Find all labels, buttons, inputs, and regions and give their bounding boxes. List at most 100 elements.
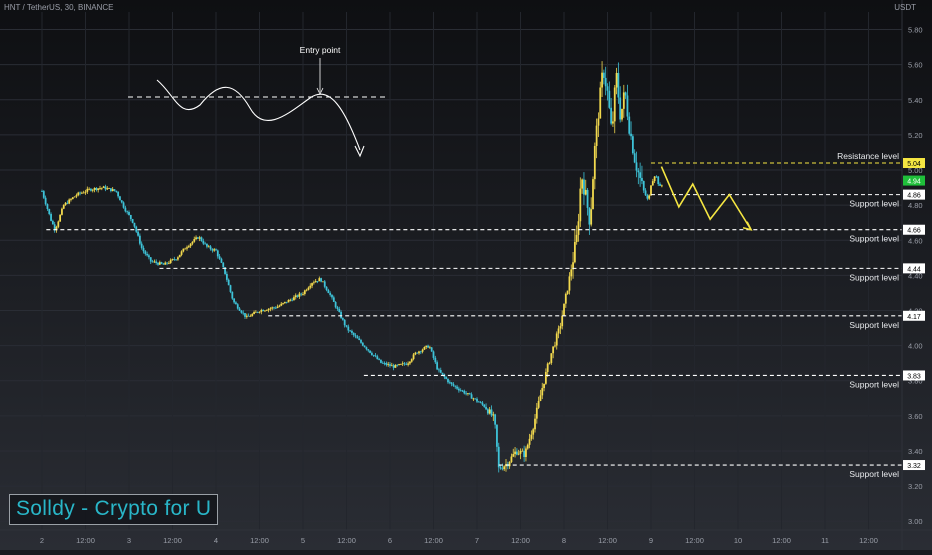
candle-body bbox=[450, 382, 453, 385]
candle-body bbox=[131, 219, 134, 223]
resistance-label: Resistance level bbox=[837, 151, 899, 161]
price-axis-unit: USDT bbox=[894, 3, 916, 12]
candle-body bbox=[48, 208, 51, 215]
y-tick-label: 5.00 bbox=[908, 166, 923, 175]
candle-body bbox=[186, 247, 188, 249]
candle-body bbox=[639, 172, 642, 178]
candle-body bbox=[73, 196, 76, 198]
price-tag-box bbox=[903, 224, 925, 235]
candle-body bbox=[320, 278, 323, 282]
candle-body bbox=[595, 125, 598, 146]
candle-body bbox=[503, 466, 506, 470]
candle-body bbox=[630, 133, 632, 137]
x-tick-label: 12:00 bbox=[163, 536, 182, 545]
candle-body bbox=[305, 289, 308, 291]
candle-body bbox=[274, 307, 277, 309]
price-tag-value: 3.83 bbox=[907, 373, 921, 380]
candle-body bbox=[604, 77, 607, 87]
candle-body bbox=[423, 346, 426, 350]
candle-body bbox=[153, 261, 156, 263]
candle-body bbox=[555, 333, 558, 346]
candle-body bbox=[109, 188, 112, 192]
candle-body bbox=[44, 197, 47, 205]
candle-body bbox=[457, 388, 460, 391]
y-tick-label: 5.80 bbox=[908, 26, 923, 35]
candle-body bbox=[46, 204, 49, 209]
candle-body bbox=[68, 199, 71, 204]
candle-body bbox=[418, 351, 420, 354]
candle-body bbox=[564, 293, 567, 304]
candle-body bbox=[164, 262, 167, 265]
candle-body bbox=[273, 307, 275, 309]
candle-body bbox=[409, 361, 411, 364]
candle-body bbox=[646, 195, 649, 199]
chart-symbol-header: HNT / TetherUS, 30, BINANCE bbox=[4, 3, 114, 12]
candle-body bbox=[95, 187, 98, 191]
candle-body bbox=[593, 145, 596, 180]
candle-body bbox=[601, 72, 603, 88]
candle-body bbox=[104, 186, 107, 190]
candle-body bbox=[151, 261, 154, 263]
candle-body bbox=[535, 407, 538, 419]
candle-body bbox=[193, 239, 196, 242]
candle-body bbox=[269, 308, 272, 310]
candle-body bbox=[202, 240, 205, 244]
candle-body bbox=[144, 251, 147, 254]
candle-body bbox=[216, 250, 219, 257]
support-label: Support level bbox=[849, 234, 899, 244]
candle-body bbox=[416, 352, 419, 354]
candle-body bbox=[258, 311, 261, 313]
candle-body bbox=[323, 281, 326, 287]
candle-body bbox=[403, 363, 406, 365]
candle-body bbox=[303, 290, 306, 294]
candle-body bbox=[358, 338, 361, 340]
candle-body bbox=[515, 451, 518, 455]
candle-body bbox=[209, 246, 212, 250]
x-tick-label: 12:00 bbox=[685, 536, 704, 545]
candle-body bbox=[380, 359, 382, 363]
candle-body bbox=[166, 262, 168, 264]
candle-body bbox=[340, 311, 342, 319]
candle-body bbox=[289, 299, 292, 301]
candle-body bbox=[427, 345, 429, 348]
candle-body bbox=[191, 241, 194, 244]
candle-body bbox=[519, 451, 522, 454]
candle-body bbox=[492, 414, 495, 416]
candle-body bbox=[173, 259, 176, 260]
candle-body bbox=[198, 237, 201, 239]
candle-body bbox=[541, 388, 544, 396]
candle-body bbox=[548, 362, 551, 364]
candle-body bbox=[387, 364, 390, 366]
candle-body bbox=[481, 402, 484, 405]
x-tick-label: 12:00 bbox=[250, 536, 269, 545]
candle-body bbox=[508, 461, 511, 467]
candle-body bbox=[102, 186, 105, 188]
candle-body bbox=[264, 310, 266, 312]
candle-body bbox=[146, 253, 149, 256]
candle-body bbox=[557, 328, 560, 334]
candle-body bbox=[622, 92, 625, 109]
candle-body bbox=[251, 313, 254, 316]
y-tick-label: 3.40 bbox=[908, 447, 923, 456]
candle-body bbox=[394, 364, 397, 368]
candle-body bbox=[486, 409, 489, 414]
candle-body bbox=[293, 297, 295, 301]
candle-body bbox=[51, 220, 54, 225]
candle-body bbox=[467, 393, 469, 395]
brand-watermark: Solldy - Crypto for U bbox=[9, 494, 219, 525]
candle-body bbox=[242, 312, 245, 314]
candle-body bbox=[211, 249, 214, 251]
candle-body bbox=[106, 188, 109, 190]
candle-body bbox=[552, 346, 555, 354]
candle-body bbox=[88, 188, 91, 190]
candle-body bbox=[84, 191, 87, 193]
x-tick-label: 7 bbox=[475, 536, 479, 545]
candle-body bbox=[82, 192, 85, 194]
candle-body bbox=[477, 401, 480, 403]
x-tick-label: 12:00 bbox=[76, 536, 95, 545]
candle-body bbox=[608, 90, 611, 108]
candle-body bbox=[592, 179, 594, 210]
candle-body bbox=[494, 414, 497, 425]
candle-body bbox=[456, 386, 458, 389]
